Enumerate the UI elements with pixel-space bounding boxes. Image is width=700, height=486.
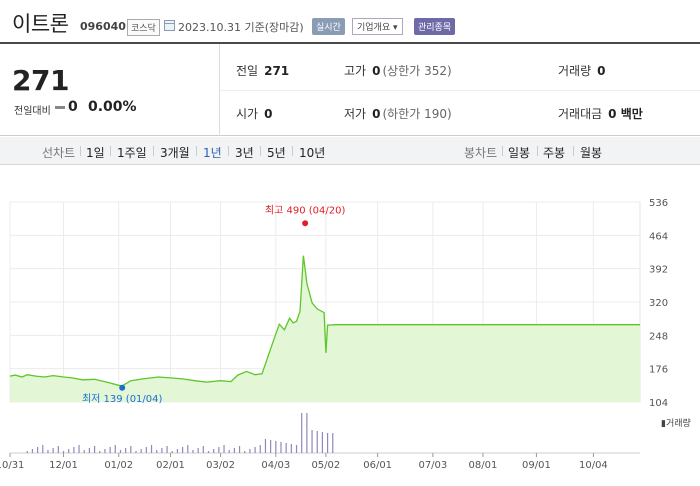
extrema-markers: 최고 490 (04/20) 최저 139 (01/04) bbox=[82, 204, 346, 405]
period-separator bbox=[228, 146, 229, 156]
period-separator bbox=[110, 146, 111, 156]
x-tick-label: 10/31 bbox=[0, 460, 24, 471]
realtime-button[interactable]: 실시간 bbox=[312, 18, 345, 35]
x-axis: 10/31 12/01 01/02 02/01 03/02 04/03 05/02 06/01… bbox=[0, 453, 608, 471]
x-tick-label: 07/03 bbox=[418, 460, 447, 471]
stock-name: 이트론 bbox=[12, 12, 69, 36]
current-price: 271 bbox=[12, 64, 69, 97]
period-3m[interactable]: 3개월 bbox=[160, 146, 190, 160]
period-10y[interactable]: 10년 bbox=[299, 146, 326, 160]
period-5y[interactable]: 5년 bbox=[267, 146, 286, 160]
high-cell: 고가 0 (상한가 352) bbox=[344, 62, 452, 79]
stock-header: 이트론 096040 코스닥 2023.10.31 기준(장마감) 실시간 기업… bbox=[0, 0, 700, 44]
y-tick-label: 464 bbox=[649, 231, 668, 242]
low-marker bbox=[119, 384, 126, 391]
period-1y[interactable]: 1년 bbox=[203, 146, 222, 160]
current-price-box: 271 전일대비 0 0.00% bbox=[0, 44, 220, 136]
x-tick-label: 03/02 bbox=[206, 460, 235, 471]
price-line bbox=[9, 255, 640, 387]
upper-limit: (상한가 352) bbox=[382, 64, 452, 78]
volume-legend-label: ▮거래량 bbox=[661, 417, 691, 429]
period-separator bbox=[80, 146, 81, 156]
y-axis: 536 464 392 320 248 176 104 bbox=[649, 198, 668, 409]
low-annotation: 최저 139 (01/04) bbox=[82, 393, 163, 405]
low-value: 0 bbox=[372, 107, 381, 121]
volume-label: 거래량 bbox=[558, 64, 592, 78]
change-label: 전일대비 bbox=[14, 106, 51, 117]
open-label: 시가 bbox=[236, 107, 259, 121]
candle-chart-label: 봉차트 bbox=[464, 146, 498, 160]
period-1d[interactable]: 1일 bbox=[86, 146, 105, 160]
change-rate: 0.00% bbox=[88, 99, 137, 115]
x-tick-label: 02/01 bbox=[156, 460, 185, 471]
line-chart-label: 선차트 bbox=[42, 146, 76, 160]
change-value: 0 bbox=[68, 99, 78, 115]
period-separator bbox=[196, 146, 197, 156]
as-of-date: 2023.10.31 기준(장마감) bbox=[178, 21, 304, 34]
price-chart[interactable]: 536 464 392 320 248 176 104 ▮거래량 10/31 12/01 01/… bbox=[0, 165, 700, 486]
volume-cell: 거래량 0 bbox=[558, 62, 605, 79]
x-tick-label: 09/01 bbox=[522, 460, 551, 471]
period-separator bbox=[292, 146, 293, 156]
y-tick-label: 104 bbox=[649, 398, 668, 409]
open-value: 0 bbox=[264, 107, 273, 121]
price-summary: 271 전일대비 0 0.00% 전일 271 고가 0 (상한가 352) 거래량 0… bbox=[0, 44, 700, 136]
market-badge: 코스닥 bbox=[127, 19, 160, 36]
company-overview-dropdown[interactable]: 기업개요 ▾ bbox=[352, 18, 403, 35]
y-tick-label: 248 bbox=[649, 331, 668, 342]
period-separator bbox=[537, 146, 538, 156]
period-separator bbox=[573, 146, 574, 156]
price-area bbox=[10, 255, 640, 402]
y-tick-label: 536 bbox=[649, 198, 668, 209]
lower-limit: (하한가 190) bbox=[382, 107, 452, 121]
candle-weekly[interactable]: 주봉 bbox=[543, 146, 566, 160]
high-annotation: 최고 490 (04/20) bbox=[265, 204, 346, 216]
x-tick-label: 01/02 bbox=[104, 460, 133, 471]
x-tick-label: 04/03 bbox=[261, 460, 290, 471]
chart-period-bar: 선차트 1일 1주일 3개월 1년 3년 5년 10년 봉차트 일봉 주봉 월봉 bbox=[0, 137, 700, 165]
stock-code: 096040 bbox=[80, 20, 126, 33]
period-1w[interactable]: 1주일 bbox=[117, 146, 147, 160]
amount-label: 거래대금 bbox=[558, 107, 603, 121]
amount-cell: 거래대금 0 백만 bbox=[558, 105, 643, 122]
high-label: 고가 bbox=[344, 64, 367, 78]
period-separator bbox=[502, 146, 503, 156]
candle-daily[interactable]: 일봉 bbox=[508, 146, 531, 160]
price-chart-svg: 536 464 392 320 248 176 104 ▮거래량 10/31 12/01 01/… bbox=[0, 198, 691, 471]
prev-close-label: 전일 bbox=[236, 64, 259, 78]
amount-value: 0 백만 bbox=[608, 107, 643, 121]
y-tick-label: 320 bbox=[649, 298, 668, 309]
chart-grid bbox=[9, 201, 641, 403]
high-marker bbox=[302, 220, 309, 227]
volume-value: 0 bbox=[597, 64, 606, 78]
x-tick-label: 12/01 bbox=[49, 460, 78, 471]
low-label: 저가 bbox=[344, 107, 367, 121]
summary-divider bbox=[220, 90, 700, 91]
period-separator bbox=[153, 146, 154, 156]
high-value: 0 bbox=[372, 64, 381, 78]
period-3y[interactable]: 3년 bbox=[235, 146, 254, 160]
x-tick-label: 05/02 bbox=[311, 460, 340, 471]
open-cell: 시가 0 bbox=[236, 105, 272, 122]
flat-change-icon bbox=[55, 106, 65, 109]
candle-monthly[interactable]: 월봉 bbox=[580, 146, 603, 160]
x-tick-label: 10/04 bbox=[579, 460, 608, 471]
x-tick-label: 06/01 bbox=[363, 460, 392, 471]
low-cell: 저가 0 (하한가 190) bbox=[344, 105, 452, 122]
managed-stock-badge[interactable]: 관리종목 bbox=[414, 18, 456, 35]
period-separator bbox=[260, 146, 261, 156]
calendar-icon bbox=[164, 20, 175, 31]
volume-bars: ▮거래량 bbox=[10, 413, 691, 454]
prev-close-cell: 전일 271 bbox=[236, 62, 289, 79]
y-tick-label: 392 bbox=[649, 265, 668, 276]
x-tick-label: 08/01 bbox=[469, 460, 498, 471]
y-tick-label: 176 bbox=[649, 365, 668, 376]
prev-close-value: 271 bbox=[264, 64, 290, 78]
